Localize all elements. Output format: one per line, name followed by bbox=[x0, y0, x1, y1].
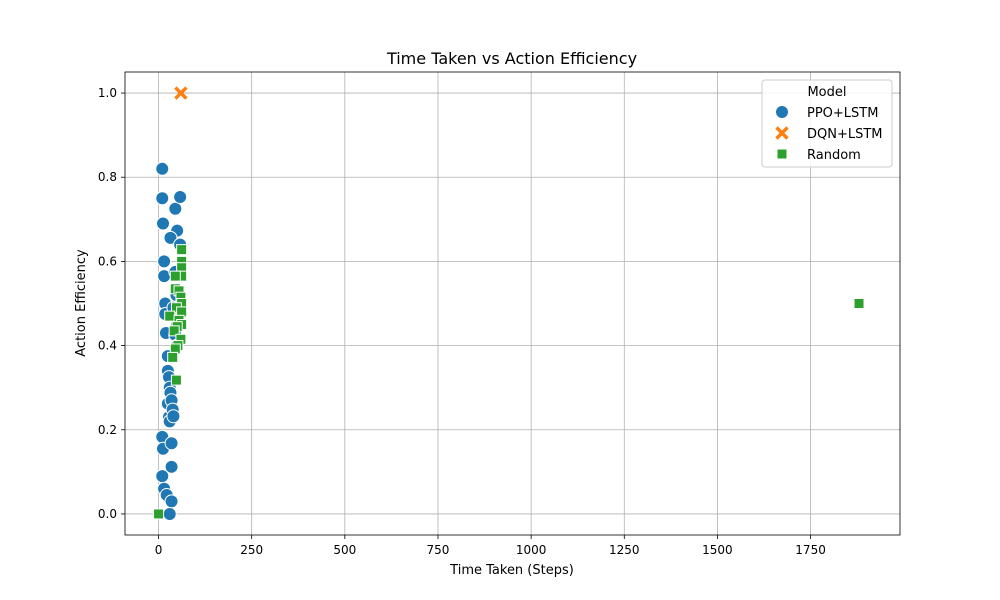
point-ppo-lstm bbox=[155, 161, 170, 176]
series-random bbox=[153, 244, 865, 520]
legend-label: DQN+LSTM bbox=[807, 127, 883, 142]
x-tick-label: 1000 bbox=[516, 543, 547, 557]
point-ppo-lstm bbox=[156, 216, 171, 231]
x-tick-label: 0 bbox=[155, 543, 163, 557]
x-axis-ticks: 0 250 500 750 1000 1250 1500 1750 bbox=[155, 535, 826, 557]
chart-title: Time Taken vs Action Efficiency bbox=[386, 49, 637, 68]
data-points bbox=[153, 86, 865, 521]
point-ppo-lstm bbox=[162, 506, 177, 521]
point-random bbox=[853, 298, 865, 309]
y-tick-label: 1.0 bbox=[98, 86, 117, 100]
point-ppo-lstm bbox=[163, 230, 178, 245]
point-random bbox=[153, 508, 165, 520]
x-tick-label: 500 bbox=[333, 543, 356, 557]
legend-marker bbox=[776, 148, 788, 160]
legend-box bbox=[761, 79, 893, 168]
plot-border bbox=[124, 71, 901, 536]
x-tick-label: 1750 bbox=[795, 543, 826, 557]
y-tick-label: 0.8 bbox=[98, 170, 117, 184]
x-axis-label: Time Taken (Steps) bbox=[449, 563, 574, 578]
point-random bbox=[164, 310, 176, 322]
point-ppo-lstm bbox=[168, 201, 183, 216]
series-dqn-lstm bbox=[174, 86, 188, 100]
y-axis-ticks: 0.0 0.2 0.4 0.6 0.8 1.0 bbox=[98, 86, 125, 521]
legend: Model PPO+LSTM DQN+LSTM Random bbox=[761, 79, 893, 168]
plot-frame bbox=[124, 71, 901, 536]
point-ppo-lstm bbox=[164, 494, 179, 509]
legend-marker bbox=[775, 126, 789, 140]
legend-title: Model bbox=[807, 85, 846, 100]
point-ppo-lstm bbox=[166, 409, 181, 424]
x-tick-label: 1500 bbox=[702, 543, 733, 557]
y-axis-label: Action Efficiency bbox=[74, 249, 89, 357]
legend-label: Random bbox=[807, 148, 861, 163]
x-tick-label: 1250 bbox=[609, 543, 640, 557]
x-tick-label: 250 bbox=[240, 543, 263, 557]
point-ppo-lstm bbox=[164, 459, 179, 474]
point-random bbox=[167, 351, 179, 363]
point-random bbox=[169, 270, 181, 282]
point-ppo-lstm bbox=[173, 190, 188, 205]
x-tick-label: 750 bbox=[427, 543, 450, 557]
point-ppo-lstm bbox=[155, 469, 170, 484]
y-tick-label: 0.0 bbox=[98, 507, 117, 521]
y-tick-label: 0.2 bbox=[98, 423, 117, 437]
point-random bbox=[176, 244, 188, 256]
y-tick-label: 0.4 bbox=[98, 339, 117, 353]
point-dqn-lstm bbox=[174, 86, 188, 100]
point-ppo-lstm bbox=[157, 254, 172, 269]
point-ppo-lstm bbox=[155, 191, 170, 206]
legend-marker bbox=[775, 105, 789, 119]
y-tick-label: 0.6 bbox=[98, 254, 117, 268]
point-random bbox=[168, 325, 180, 337]
point-random bbox=[170, 374, 182, 386]
legend-label: PPO+LSTM bbox=[807, 106, 878, 121]
point-ppo-lstm bbox=[164, 436, 179, 451]
